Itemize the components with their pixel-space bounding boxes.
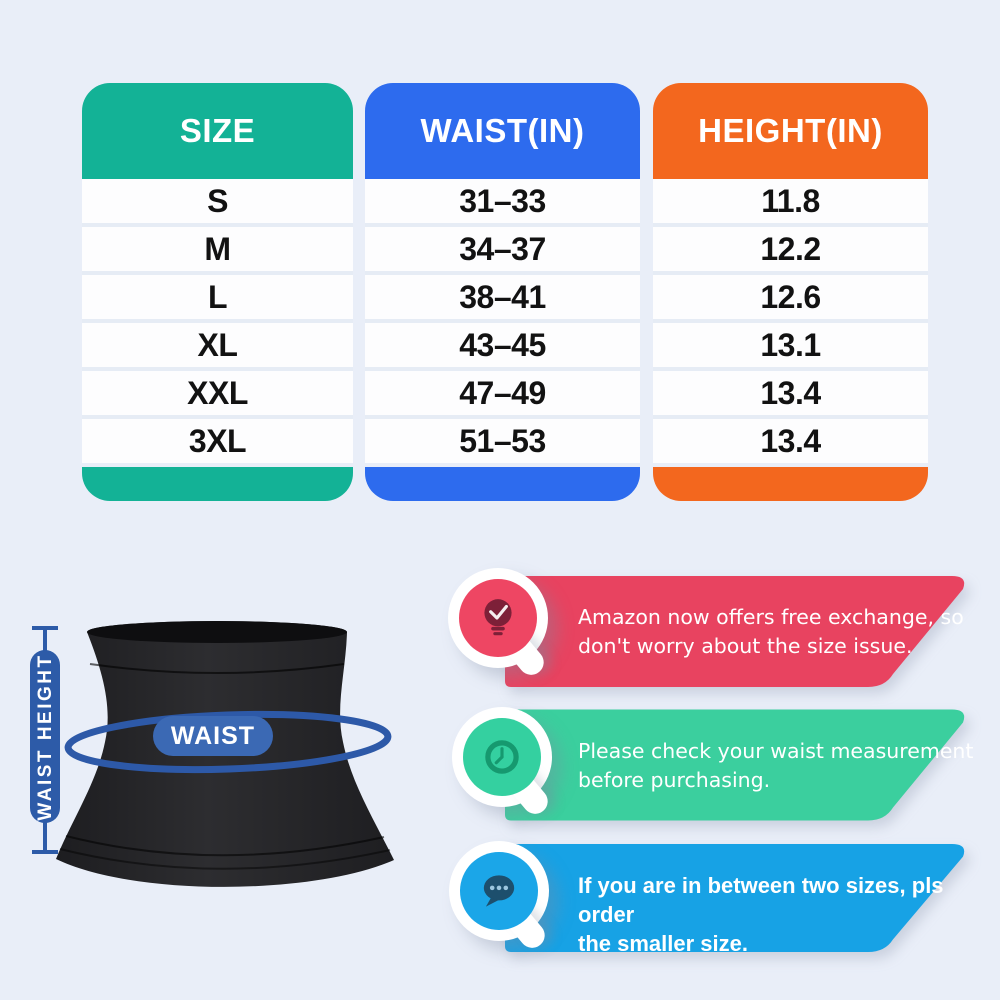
table-cell: 38–41: [365, 275, 640, 319]
table-cell: 13.4: [653, 419, 928, 463]
table-cell: XXL: [82, 371, 353, 415]
table-cell: M: [82, 227, 353, 271]
table-column-height: HEIGHT(IN) 11.8 12.2 12.6 13.1 13.4 13.4: [653, 83, 928, 501]
table-cell: 13.4: [653, 371, 928, 415]
magnifier-badge: [449, 841, 549, 941]
column-rows: 11.8 12.2 12.6 13.1 13.4 13.4: [653, 179, 928, 463]
table-cell: 51–53: [365, 419, 640, 463]
clock-icon: [485, 740, 519, 774]
magnifier-badge: [448, 568, 548, 668]
table-cell: 3XL: [82, 419, 353, 463]
column-rows: 31–33 34–37 38–41 43–45 47–49 51–53: [365, 179, 640, 463]
table-column-size: SIZE S M L XL XXL 3XL: [82, 83, 353, 501]
table-cell: L: [82, 275, 353, 319]
table-cell: XL: [82, 323, 353, 367]
callout-text-between-sizes: If you are in between two sizes, pls ord…: [578, 873, 944, 956]
column-rows: S M L XL XXL 3XL: [82, 179, 353, 463]
table-cell: 34–37: [365, 227, 640, 271]
table-column-waist: WAIST(IN) 31–33 34–37 38–41 43–45 47–49 …: [365, 83, 640, 501]
column-footer: [82, 467, 353, 501]
table-cell: 43–45: [365, 323, 640, 367]
column-header-size: SIZE: [82, 83, 353, 179]
table-cell: S: [82, 179, 353, 223]
waist-measure-ellipse: [64, 710, 392, 774]
table-cell: 47–49: [365, 371, 640, 415]
callout-text-exchange: Amazon now offers free exchange, so don'…: [578, 605, 964, 658]
bulb-check-icon: [484, 599, 512, 636]
column-footer: [365, 467, 640, 501]
callout-banner-measure: [505, 709, 965, 821]
callout-text-measure: Please check your waist measurement befo…: [578, 739, 974, 792]
column-footer: [653, 467, 928, 501]
table-cell: 11.8: [653, 179, 928, 223]
column-header-waist: WAIST(IN): [365, 83, 640, 179]
table-cell: 31–33: [365, 179, 640, 223]
height-label: WAIST HEIGHT: [35, 653, 56, 821]
chat-dots-icon: [483, 875, 515, 907]
table-cell: 12.6: [653, 275, 928, 319]
table-cell: 13.1: [653, 323, 928, 367]
table-cell: 12.2: [653, 227, 928, 271]
waist-label-pill: WAIST: [153, 716, 273, 756]
magnifier-badge: [452, 707, 552, 807]
callout-banner-between-sizes: [505, 844, 965, 952]
callout-banner-exchange: [505, 576, 965, 687]
column-header-height: HEIGHT(IN): [653, 83, 928, 179]
